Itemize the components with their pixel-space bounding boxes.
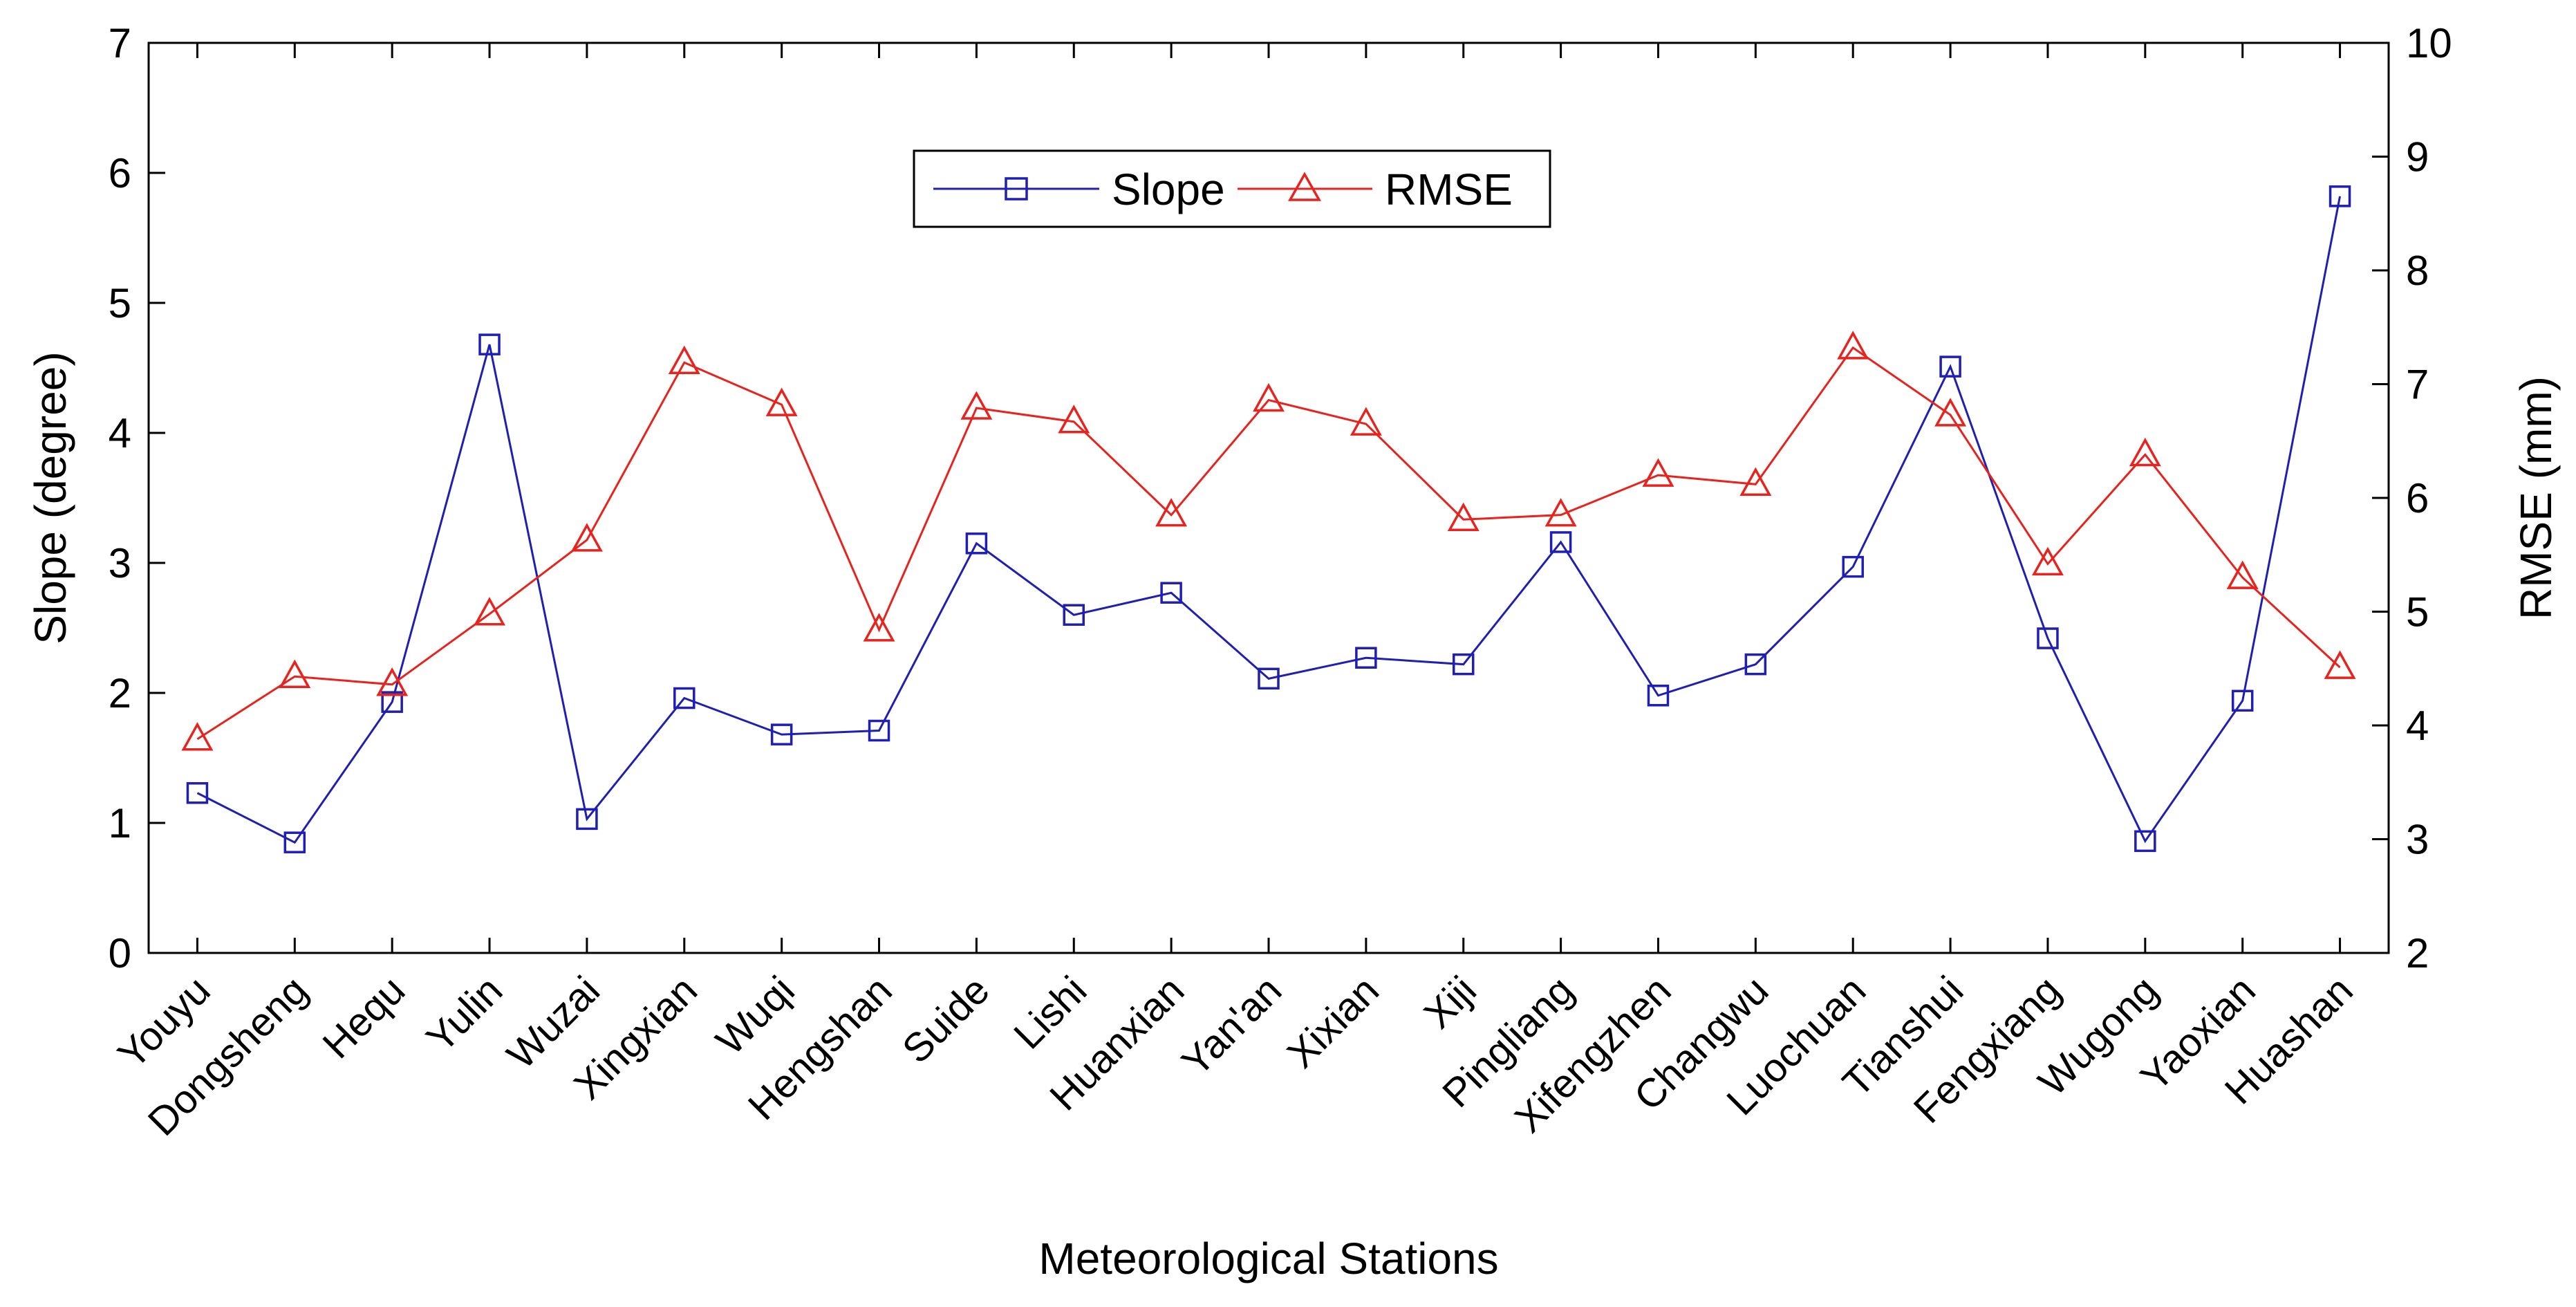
y2-tick-label: 2 <box>2406 930 2429 976</box>
rmse-point <box>474 597 506 626</box>
rmse-point <box>181 722 214 751</box>
legend-slope-marker <box>1005 177 1028 201</box>
y-axis-title: Slope (degree) <box>26 351 75 644</box>
y2-tick-label: 8 <box>2406 248 2429 294</box>
y-tick-label: 6 <box>109 150 131 196</box>
rmse-point <box>1739 467 1772 497</box>
rmse-point <box>2129 437 2161 467</box>
slope-point <box>186 782 209 804</box>
slope-point <box>1842 555 1864 578</box>
legend-rmse-marker <box>1287 172 1322 201</box>
rmse-point <box>2324 650 2356 679</box>
legend: Slope RMSE <box>913 149 1551 228</box>
y-tick-label: 3 <box>109 540 131 586</box>
slope-point <box>1549 531 1572 553</box>
rmse-point <box>1350 407 1382 436</box>
rmse-point <box>1544 498 1577 527</box>
slope-point <box>1063 604 1085 626</box>
slope-point <box>1355 647 1377 669</box>
slope-point <box>1452 653 1475 676</box>
y-tick-label: 5 <box>109 280 131 326</box>
y-tick-label: 2 <box>109 670 131 716</box>
slope-point <box>2037 627 2059 649</box>
x-axis-title: Meteorological Stations <box>1038 1234 1498 1283</box>
y-tick-label: 7 <box>109 20 131 66</box>
y2-tick-label: 3 <box>2406 817 2429 863</box>
y2-tick-label: 7 <box>2406 362 2429 408</box>
slope-point <box>283 831 306 853</box>
y2-tick-label: 5 <box>2406 589 2429 636</box>
slope-point <box>381 691 403 713</box>
series-line-slope <box>196 196 2342 844</box>
slope-point <box>868 719 890 742</box>
slope-point <box>2231 689 2254 712</box>
rmse-point <box>570 523 603 552</box>
rmse-point <box>960 391 993 420</box>
y-tick-label: 4 <box>109 410 131 456</box>
rmse-point <box>1155 498 1188 527</box>
slope-point <box>770 723 793 745</box>
x-category-label: Yan'an <box>1173 967 1290 1084</box>
y2-axis-title: RMSE (mm) <box>2511 376 2561 620</box>
slope-point <box>1939 355 1961 378</box>
rmse-point <box>863 613 895 642</box>
series-line-rmse <box>196 346 2341 741</box>
rmse-point <box>1058 405 1090 434</box>
slope-point <box>965 532 988 555</box>
slope-point <box>2328 185 2351 207</box>
x-category-label: Suide <box>894 967 998 1072</box>
slope-point <box>673 687 696 710</box>
x-category-label: Hequ <box>314 967 413 1067</box>
legend-rmse-label: RMSE <box>1385 165 1513 214</box>
x-category-label: Lishi <box>1005 967 1095 1057</box>
rmse-point <box>1642 458 1674 487</box>
rmse-point <box>279 659 311 689</box>
slope-point <box>478 333 501 355</box>
y2-tick-label: 6 <box>2406 475 2429 521</box>
slope-point <box>1744 653 1767 676</box>
rmse-point <box>1447 502 1480 532</box>
y2-tick-label: 4 <box>2406 703 2429 749</box>
rmse-point <box>1837 331 1869 360</box>
y-tick-label: 1 <box>109 800 131 846</box>
x-category-label: Yulin <box>418 967 511 1061</box>
x-category-label: Xiji <box>1415 967 1485 1037</box>
slope-point <box>1258 667 1280 690</box>
rmse-point <box>376 667 409 696</box>
y-tick-label: 0 <box>109 930 131 976</box>
slope-point <box>576 808 598 831</box>
x-category-label: Xixian <box>1278 967 1388 1077</box>
rmse-point <box>1253 382 1285 412</box>
legend-slope-label: Slope <box>1112 165 1225 214</box>
y2-tick-label: 9 <box>2406 134 2429 180</box>
rmse-point <box>1934 398 1967 427</box>
slope-point <box>2134 830 2156 853</box>
slope-point <box>1160 582 1182 604</box>
rmse-point <box>668 345 700 374</box>
slope-point <box>1647 685 1670 707</box>
rmse-point <box>765 387 798 416</box>
rmse-point <box>2031 546 2064 576</box>
rmse-point <box>2226 560 2259 589</box>
y2-tick-label: 10 <box>2406 20 2452 66</box>
